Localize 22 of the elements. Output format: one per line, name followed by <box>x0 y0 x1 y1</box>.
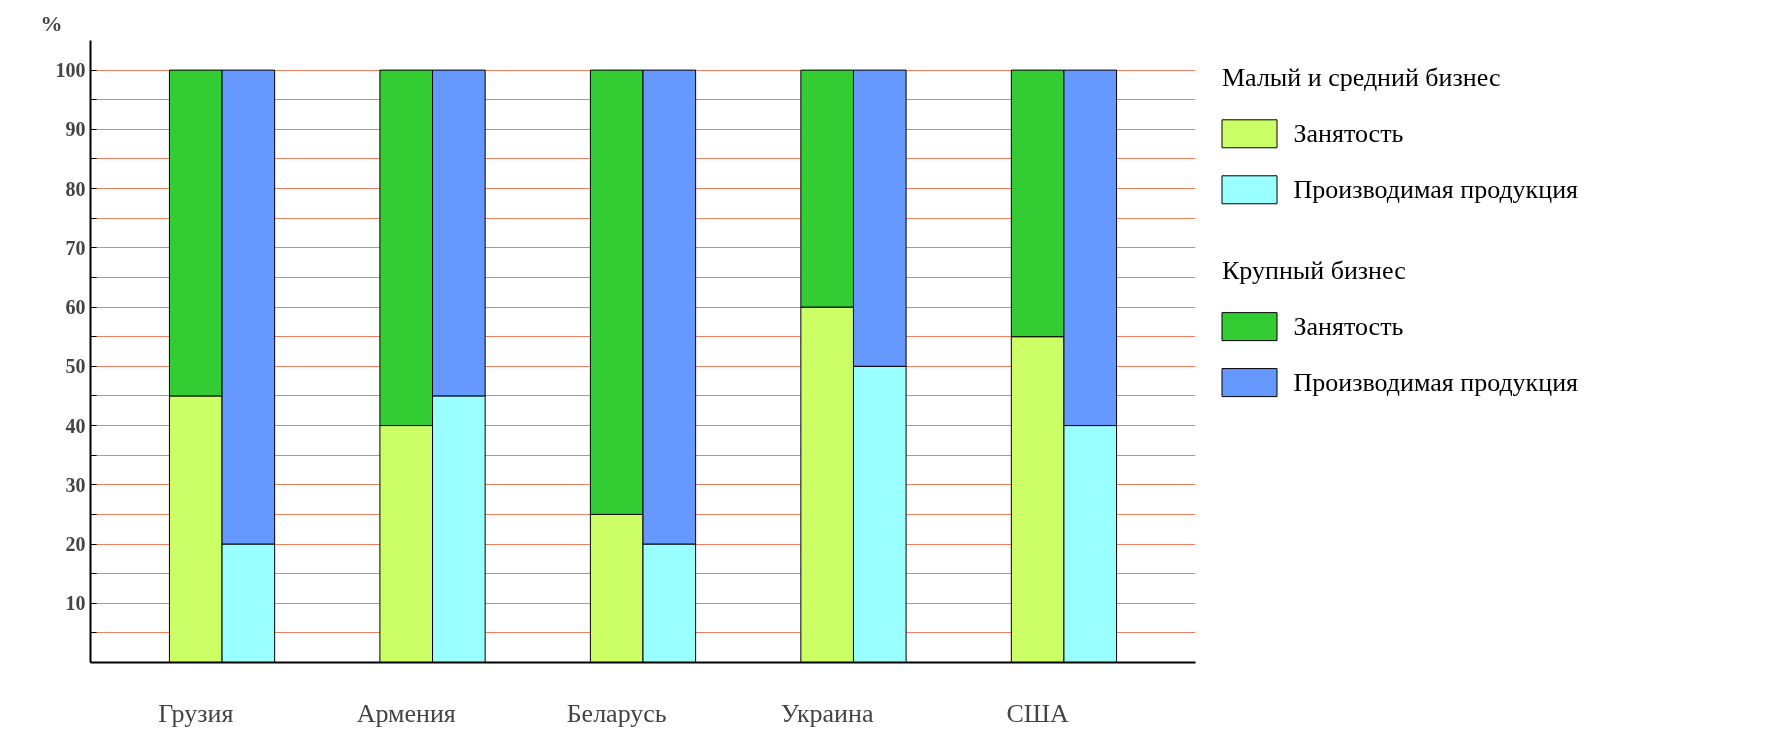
x-tick-label: США <box>1006 698 1070 728</box>
legend-label: Занятость <box>1293 119 1404 149</box>
y-tick-label: 100 <box>55 59 86 82</box>
legend-label: Производимая продукция <box>1293 368 1579 398</box>
x-tick-label: Беларусь <box>566 698 667 728</box>
y-tick-label: 40 <box>65 414 86 437</box>
y-tick-label: 50 <box>65 355 86 378</box>
y-tick-label: 60 <box>65 296 86 319</box>
x-tick-label: Грузия <box>158 698 234 728</box>
text: Крупный бизнес <box>1222 256 1406 286</box>
x-tick-label: Армения <box>356 698 456 728</box>
y-tick-label: 90 <box>65 118 86 141</box>
y-tick-label: 70 <box>65 236 86 259</box>
y-tick-label: 30 <box>65 473 86 496</box>
legend-label: Занятость <box>1293 312 1404 342</box>
y-tick-label: 80 <box>65 177 86 200</box>
y-tick-label: 10 <box>65 592 86 615</box>
legend-label: Производимая продукция <box>1293 175 1579 205</box>
x-tick-label: Украина <box>780 698 874 728</box>
y-axis-title: % <box>40 10 63 36</box>
text: Малый и средний бизнес <box>1222 63 1501 93</box>
y-tick-label: 20 <box>65 533 86 556</box>
